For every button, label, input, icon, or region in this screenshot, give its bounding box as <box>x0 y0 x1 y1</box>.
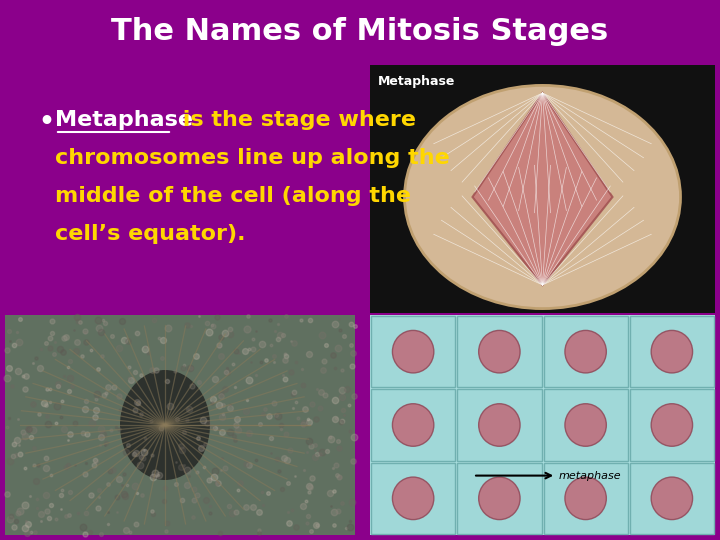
Ellipse shape <box>651 404 693 446</box>
Text: cell’s equator).: cell’s equator). <box>55 224 246 244</box>
FancyBboxPatch shape <box>5 315 355 535</box>
FancyBboxPatch shape <box>630 316 714 387</box>
FancyBboxPatch shape <box>457 316 541 387</box>
FancyBboxPatch shape <box>630 463 714 534</box>
FancyBboxPatch shape <box>371 316 455 387</box>
Text: is the stage where: is the stage where <box>175 110 416 130</box>
Text: •: • <box>38 110 54 134</box>
Ellipse shape <box>565 404 606 446</box>
Ellipse shape <box>120 370 210 480</box>
Ellipse shape <box>479 477 520 519</box>
FancyBboxPatch shape <box>371 389 455 461</box>
Ellipse shape <box>651 477 693 519</box>
FancyBboxPatch shape <box>544 316 628 387</box>
Ellipse shape <box>392 404 434 446</box>
Text: chromosomes line up along the: chromosomes line up along the <box>55 148 450 168</box>
Text: metaphase: metaphase <box>559 470 622 481</box>
Ellipse shape <box>565 330 606 373</box>
Ellipse shape <box>651 330 693 373</box>
Text: Metaphase: Metaphase <box>378 75 455 88</box>
Ellipse shape <box>392 477 434 519</box>
FancyBboxPatch shape <box>544 463 628 534</box>
Text: The Names of Mitosis Stages: The Names of Mitosis Stages <box>112 17 608 46</box>
FancyBboxPatch shape <box>370 65 715 313</box>
Ellipse shape <box>479 404 520 446</box>
FancyBboxPatch shape <box>370 315 715 535</box>
FancyBboxPatch shape <box>544 389 628 461</box>
Ellipse shape <box>392 330 434 373</box>
Ellipse shape <box>479 330 520 373</box>
Polygon shape <box>472 93 613 285</box>
Ellipse shape <box>565 477 606 519</box>
FancyBboxPatch shape <box>457 389 541 461</box>
Ellipse shape <box>405 85 680 308</box>
FancyBboxPatch shape <box>371 463 455 534</box>
FancyBboxPatch shape <box>457 463 541 534</box>
FancyBboxPatch shape <box>630 389 714 461</box>
Text: Metaphase: Metaphase <box>55 110 193 130</box>
Text: middle of the cell (along the: middle of the cell (along the <box>55 186 411 206</box>
